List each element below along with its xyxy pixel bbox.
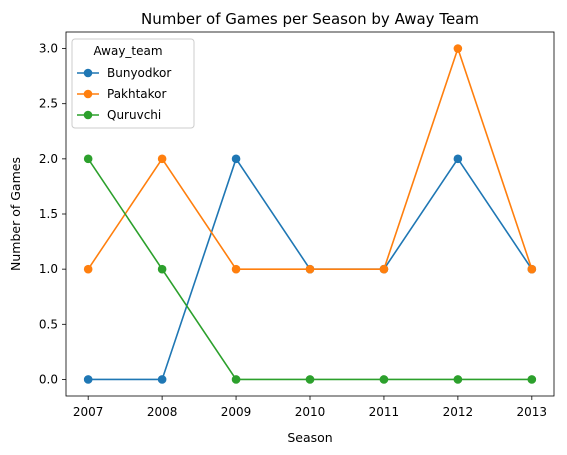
data-point-pakhtakor-2009 [231,264,241,274]
y-tick-label: 1.5 [39,207,58,221]
x-axis-label: Season [287,430,332,445]
x-tick-label: 2013 [517,405,548,419]
plot-area [83,44,537,384]
x-tick-label: 2012 [443,405,474,419]
data-point-quruvchi-2013 [527,375,537,384]
y-tick-label: 1.0 [39,262,58,276]
legend-marker-bunyodkor [83,68,93,78]
x-tick-label: 2009 [221,405,252,419]
data-point-quruvchi-2007 [83,154,93,164]
data-point-pakhtakor-2013 [527,264,537,274]
legend-box [71,38,195,129]
data-point-quruvchi-2008 [157,264,167,274]
x-tick-label: 2007 [73,405,104,419]
data-point-quruvchi-2011 [379,375,389,384]
y-tick-label: 2.5 [39,97,58,111]
data-point-pakhtakor-2007 [83,264,93,274]
data-point-bunyodkor-2012 [453,154,463,164]
legend-label-bunyodkor: Bunyodkor [107,66,171,80]
data-point-pakhtakor-2010 [305,264,315,274]
data-point-pakhtakor-2011 [379,264,389,274]
legend-marker-quruvchi [83,110,93,120]
x-tick-label: 2011 [369,405,400,419]
y-tick-label: 2.0 [39,152,58,166]
chart-title: Number of Games per Season by Away Team [141,10,479,28]
y-axis-label: Number of Games [8,157,23,271]
y-tick-label: 0.0 [39,372,58,386]
y-tick-label: 0.5 [39,317,58,331]
data-point-quruvchi-2010 [305,375,315,384]
data-point-pakhtakor-2012 [453,44,463,53]
data-point-pakhtakor-2008 [157,154,167,164]
x-axis: 2007 2008 2009 2010 2011 2012 2013 [73,396,547,419]
legend: Away_team Bunyodkor Pakhtakor Quruvchi [71,38,195,129]
data-point-quruvchi-2009 [231,375,241,384]
x-tick-label: 2008 [147,405,178,419]
data-point-bunyodkor-2008 [157,375,167,384]
legend-marker-pakhtakor [83,89,93,99]
y-axis: 0.0 0.5 1.0 1.5 2.0 2.5 3.0 [39,42,66,386]
y-tick-label: 3.0 [39,42,58,56]
data-point-bunyodkor-2007 [83,375,93,384]
legend-label-quruvchi: Quruvchi [107,108,161,122]
x-tick-label: 2010 [295,405,326,419]
data-point-bunyodkor-2009 [231,154,241,164]
data-point-quruvchi-2012 [453,375,463,384]
legend-label-pakhtakor: Pakhtakor [107,87,167,101]
legend-title: Away_team [93,44,162,58]
